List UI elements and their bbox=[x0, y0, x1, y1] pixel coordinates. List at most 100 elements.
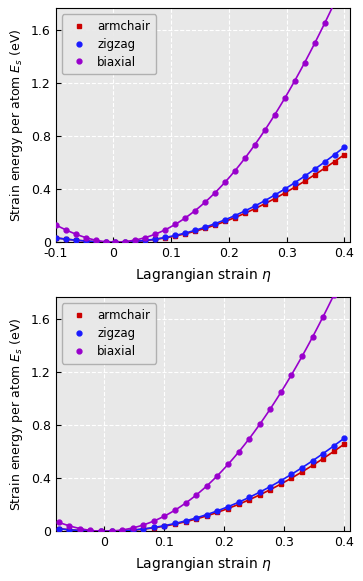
zigzag bbox=[99, 528, 103, 535]
zigzag bbox=[163, 234, 167, 241]
biaxial bbox=[141, 521, 146, 528]
zigzag bbox=[78, 527, 82, 534]
zigzag bbox=[120, 528, 125, 535]
armchair bbox=[163, 234, 167, 241]
zigzag bbox=[193, 227, 197, 234]
armchair bbox=[342, 151, 347, 158]
biaxial bbox=[333, 0, 337, 6]
armchair bbox=[57, 525, 61, 532]
biaxial bbox=[313, 40, 317, 47]
zigzag bbox=[302, 173, 307, 180]
armchair bbox=[99, 528, 103, 535]
biaxial bbox=[203, 199, 207, 206]
armchair bbox=[223, 218, 227, 225]
zigzag bbox=[310, 457, 315, 464]
armchair bbox=[64, 236, 68, 243]
armchair bbox=[123, 238, 128, 245]
zigzag bbox=[131, 526, 135, 533]
armchair bbox=[302, 178, 307, 185]
zigzag bbox=[321, 450, 325, 457]
zigzag bbox=[279, 477, 283, 484]
zigzag bbox=[289, 471, 294, 478]
zigzag bbox=[342, 144, 347, 150]
Line: biaxial: biaxial bbox=[56, 271, 347, 533]
zigzag bbox=[123, 238, 128, 245]
armchair bbox=[282, 189, 287, 196]
armchair bbox=[247, 496, 251, 503]
biaxial bbox=[133, 236, 138, 243]
zigzag bbox=[109, 528, 114, 535]
armchair bbox=[88, 528, 93, 535]
biaxial bbox=[331, 292, 336, 299]
X-axis label: Lagrangian strain $\eta$: Lagrangian strain $\eta$ bbox=[135, 555, 271, 573]
armchair bbox=[173, 521, 177, 528]
zigzag bbox=[141, 525, 146, 532]
biaxial bbox=[300, 353, 304, 360]
biaxial bbox=[131, 525, 135, 532]
biaxial bbox=[103, 238, 108, 245]
zigzag bbox=[226, 503, 230, 510]
armchair bbox=[133, 238, 138, 245]
biaxial bbox=[73, 231, 78, 238]
zigzag bbox=[67, 526, 72, 533]
Line: armchair: armchair bbox=[53, 152, 347, 245]
zigzag bbox=[247, 494, 251, 501]
zigzag bbox=[113, 239, 118, 246]
armchair bbox=[342, 440, 346, 447]
zigzag bbox=[300, 464, 304, 471]
biaxial bbox=[54, 221, 58, 228]
armchair bbox=[78, 527, 82, 534]
zigzag bbox=[173, 520, 177, 527]
armchair bbox=[113, 239, 118, 246]
biaxial bbox=[153, 231, 158, 238]
zigzag bbox=[152, 524, 156, 531]
zigzag bbox=[268, 483, 272, 490]
armchair bbox=[183, 518, 188, 525]
armchair bbox=[253, 205, 257, 212]
biaxial bbox=[83, 234, 88, 241]
armchair bbox=[93, 238, 98, 245]
Line: zigzag: zigzag bbox=[53, 145, 347, 245]
biaxial bbox=[78, 525, 82, 532]
armchair bbox=[322, 165, 327, 172]
biaxial bbox=[194, 492, 199, 498]
biaxial bbox=[293, 77, 297, 84]
armchair bbox=[226, 505, 230, 512]
biaxial bbox=[253, 141, 257, 148]
zigzag bbox=[93, 238, 98, 245]
zigzag bbox=[331, 443, 336, 450]
zigzag bbox=[143, 237, 147, 244]
zigzag bbox=[213, 220, 217, 227]
biaxial bbox=[88, 527, 93, 534]
armchair bbox=[268, 486, 272, 493]
zigzag bbox=[282, 185, 287, 192]
biaxial bbox=[173, 221, 178, 228]
armchair bbox=[263, 200, 267, 207]
biaxial bbox=[243, 155, 247, 162]
zigzag bbox=[293, 180, 297, 187]
armchair bbox=[103, 239, 108, 246]
biaxial bbox=[310, 333, 315, 340]
armchair bbox=[233, 214, 237, 221]
zigzag bbox=[257, 489, 262, 496]
biaxial bbox=[263, 127, 267, 134]
Legend: armchair, zigzag, biaxial: armchair, zigzag, biaxial bbox=[62, 303, 156, 364]
biaxial bbox=[183, 214, 187, 221]
armchair bbox=[257, 492, 262, 498]
biaxial bbox=[93, 236, 98, 243]
armchair bbox=[173, 232, 178, 239]
armchair bbox=[321, 455, 325, 462]
zigzag bbox=[223, 216, 227, 223]
biaxial bbox=[321, 313, 325, 320]
zigzag bbox=[54, 234, 58, 241]
armchair bbox=[333, 158, 337, 165]
zigzag bbox=[153, 236, 158, 243]
biaxial bbox=[273, 111, 277, 118]
Line: biaxial: biaxial bbox=[53, 0, 347, 245]
Y-axis label: Strain energy per atom $E_s$ (eV): Strain energy per atom $E_s$ (eV) bbox=[8, 28, 25, 222]
biaxial bbox=[205, 482, 209, 489]
biaxial bbox=[123, 238, 128, 245]
biaxial bbox=[109, 528, 114, 535]
zigzag bbox=[183, 517, 188, 524]
biaxial bbox=[279, 389, 283, 396]
